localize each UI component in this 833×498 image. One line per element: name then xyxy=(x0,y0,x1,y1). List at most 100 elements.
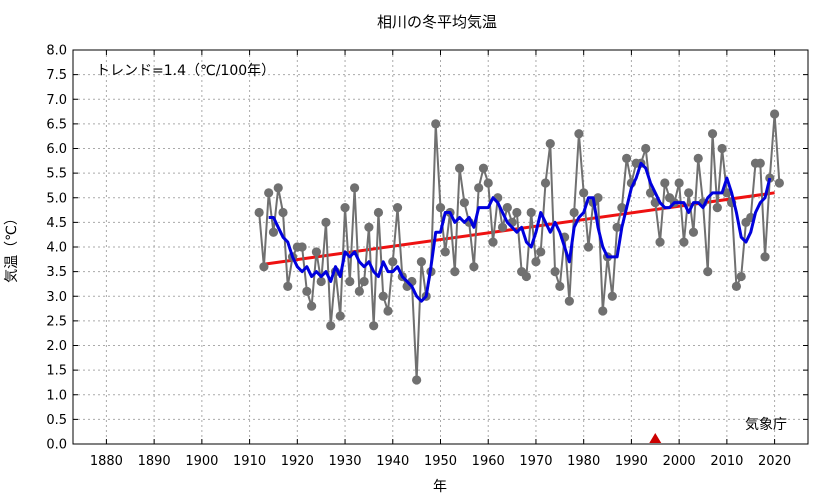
annual-point xyxy=(607,291,617,301)
annual-point xyxy=(349,183,360,193)
annual-point xyxy=(392,203,403,213)
source-label: 気象庁 xyxy=(745,417,787,433)
x-tick-label: 1900 xyxy=(185,454,218,469)
annual-point xyxy=(579,188,589,198)
annual-point xyxy=(569,207,579,218)
annual-point xyxy=(736,271,746,282)
annual-point xyxy=(459,198,469,208)
x-tick-label: 1880 xyxy=(90,454,123,469)
annual-point xyxy=(283,281,293,291)
x-tick-label: 1970 xyxy=(519,454,552,469)
annual-point xyxy=(469,262,479,272)
annual-point xyxy=(483,178,493,188)
annual-point xyxy=(769,109,780,119)
annual-point xyxy=(264,188,274,198)
annual-point xyxy=(545,138,555,149)
annual-point xyxy=(254,207,264,218)
annual-point xyxy=(674,178,684,188)
annual-point xyxy=(316,276,326,287)
x-tick-label: 1990 xyxy=(615,454,648,469)
annual-point xyxy=(307,301,317,311)
x-tick-label: 1940 xyxy=(376,454,409,469)
annual-point xyxy=(526,207,536,218)
y-tick-label: 5.5 xyxy=(46,167,67,182)
y-tick-label: 7.5 xyxy=(46,68,67,83)
x-tick-label: 2020 xyxy=(758,454,791,469)
x-tick-label: 1960 xyxy=(472,454,505,469)
marker-layer xyxy=(649,433,662,443)
annual-point xyxy=(693,153,703,163)
annual-point xyxy=(731,281,742,291)
annual-point xyxy=(354,286,364,296)
annual-point xyxy=(574,129,584,139)
annual-point xyxy=(364,222,374,232)
x-tick-label: 1950 xyxy=(424,454,457,469)
y-axis-label: 気温（℃） xyxy=(4,211,20,283)
annual-point xyxy=(688,227,699,237)
annual-point xyxy=(564,296,574,306)
annual-point xyxy=(765,173,775,183)
annual-point xyxy=(502,203,512,213)
annual-point xyxy=(755,158,765,168)
annual-point xyxy=(707,129,718,139)
annual-point xyxy=(435,203,446,213)
annual-point xyxy=(760,252,770,262)
trend-label: トレンド=1.4（℃/100年） xyxy=(96,63,275,79)
y-tick-label: 0.0 xyxy=(46,438,67,453)
annual-point xyxy=(454,163,465,173)
moving-average-line xyxy=(268,161,772,303)
annual-point xyxy=(412,375,422,385)
annual-point xyxy=(297,242,307,252)
annual-point xyxy=(617,203,627,213)
chart-title: 相川の冬平均気温 xyxy=(377,13,497,31)
y-tick-label: 2.5 xyxy=(46,314,67,329)
annual-point xyxy=(531,257,541,267)
annual-point xyxy=(369,321,379,331)
station-change-marker xyxy=(649,433,662,443)
annual-point xyxy=(641,143,651,154)
y-tick-label: 6.5 xyxy=(46,117,67,132)
annual-point xyxy=(679,237,689,247)
x-tick-label: 1910 xyxy=(233,454,266,469)
annual-point xyxy=(474,183,484,193)
annual-point xyxy=(521,271,532,282)
annual-point xyxy=(416,257,427,267)
annual-point xyxy=(440,247,450,257)
y-tick-label: 4.5 xyxy=(46,216,67,231)
y-tick-label: 1.0 xyxy=(46,388,67,403)
annual-point xyxy=(488,237,498,247)
annual-point xyxy=(321,217,331,227)
annual-point xyxy=(598,306,608,316)
annual-point xyxy=(273,183,283,193)
annual-point xyxy=(712,203,722,213)
annual-point xyxy=(497,222,508,232)
y-tick-label: 8.0 xyxy=(46,44,67,59)
annual-point xyxy=(655,237,665,247)
annual-point xyxy=(478,163,489,173)
annual-point xyxy=(373,207,384,218)
annual-point xyxy=(345,276,355,287)
annual-point xyxy=(583,242,594,252)
annual-point xyxy=(268,227,279,237)
annual-point xyxy=(378,291,388,301)
y-tick-label: 4.0 xyxy=(46,241,67,256)
annual-point xyxy=(622,153,632,163)
x-axis-ticks: 1880 1890 1900 1910 1920 1930 1940 1950 1960 1970… xyxy=(90,50,791,469)
annual-point xyxy=(540,178,551,188)
annual-point xyxy=(684,188,694,198)
annual-point xyxy=(717,143,727,154)
x-tick-label: 1930 xyxy=(328,454,361,469)
annual-point xyxy=(593,193,603,203)
annual-point xyxy=(550,267,560,277)
grid-lines xyxy=(73,50,808,444)
y-tick-label: 7.0 xyxy=(46,93,67,108)
annual-point xyxy=(450,267,460,277)
y-tick-label: 0.5 xyxy=(46,413,67,428)
y-tick-label: 3.5 xyxy=(46,265,67,280)
annual-point xyxy=(431,119,441,129)
annual-point xyxy=(302,286,312,296)
y-tick-label: 5.0 xyxy=(46,191,67,206)
annual-point xyxy=(278,207,288,218)
annual-series-line xyxy=(258,113,781,381)
x-tick-label: 1890 xyxy=(138,454,171,469)
